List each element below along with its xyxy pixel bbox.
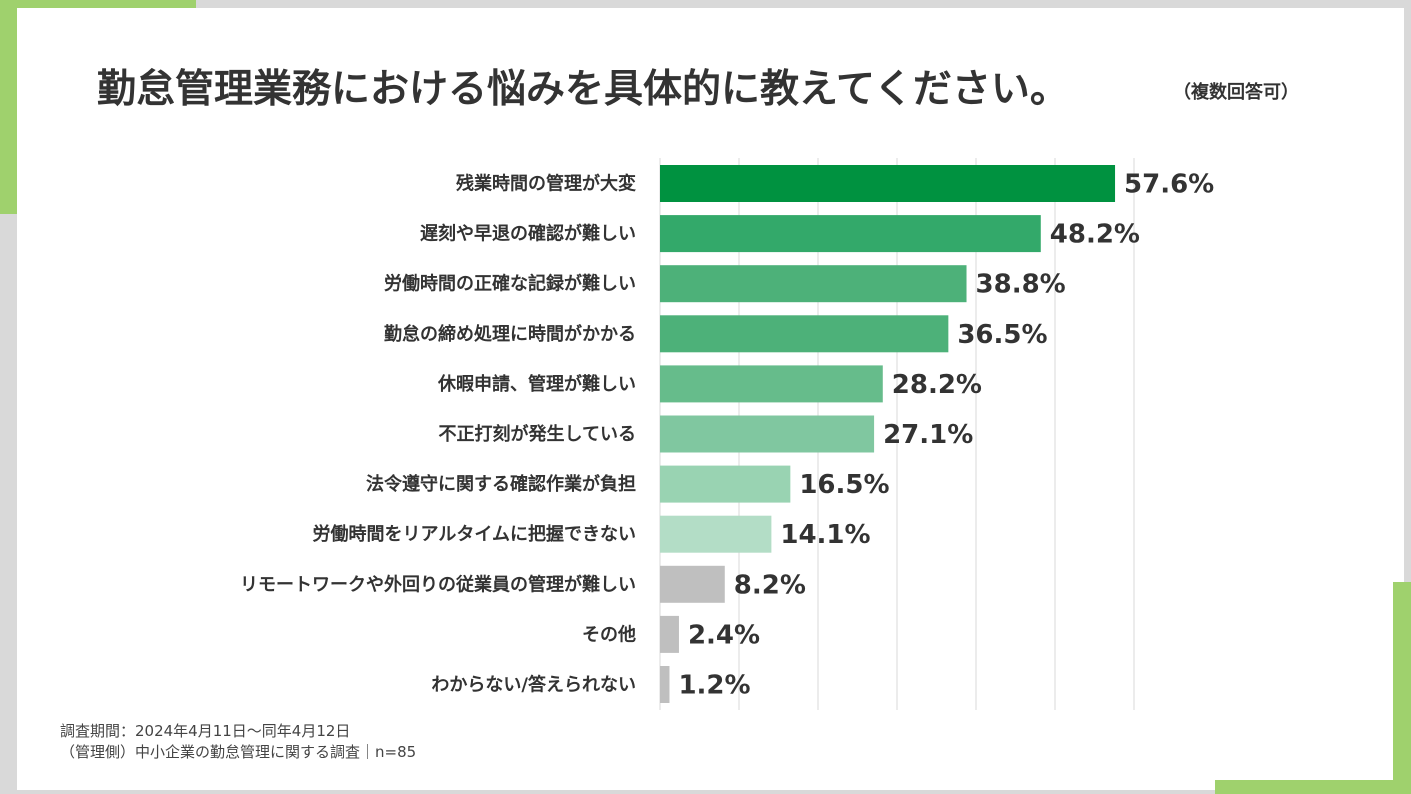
accent-bar-top-left-vertical [0, 0, 18, 214]
bar-3 [660, 265, 967, 303]
value-label-11: 1.2% [678, 671, 750, 701]
bar-8 [660, 515, 772, 553]
category-label-10: その他 [582, 623, 636, 645]
value-label-3: 38.8% [976, 270, 1066, 300]
value-label-2: 48.2% [1050, 220, 1140, 250]
category-label-6: 不正打刻が発生している [439, 423, 636, 445]
footnote-survey-name: （管理側）中小企業の勤怠管理に関する調査｜n=85 [60, 743, 417, 761]
category-label-4: 勤怠の締め処理に時間がかかる [384, 323, 636, 345]
bar-7 [660, 465, 791, 503]
category-label-2: 遅刻や早退の確認が難しい [420, 223, 636, 245]
bar-4 [660, 315, 949, 353]
value-label-6: 27.1% [883, 420, 973, 450]
value-label-4: 36.5% [957, 320, 1047, 350]
bar-5 [660, 365, 883, 403]
bar-10 [660, 615, 679, 653]
chart-category-labels: 残業時間の管理が大変遅刻や早退の確認が難しい労働時間の正確な記録が難しい勤怠の締… [240, 173, 636, 696]
value-label-8: 14.1% [780, 520, 870, 550]
value-label-9: 8.2% [734, 570, 806, 600]
chart-bars [660, 165, 1116, 703]
value-label-10: 2.4% [688, 620, 760, 650]
accent-bar-top-left-horizontal [0, 0, 196, 8]
bar-2 [660, 215, 1041, 253]
value-label-7: 16.5% [799, 470, 889, 500]
page-subtitle: （複数回答可） [1173, 82, 1299, 103]
footnote-survey-period: 調査期間：2024年4月11日～同年4月12日 [60, 722, 351, 740]
value-label-1: 57.6% [1124, 170, 1214, 200]
accent-bar-bottom-right-horizontal [1215, 780, 1411, 794]
bar-11 [660, 666, 670, 703]
bar-9 [660, 565, 725, 603]
bar-6 [660, 415, 875, 453]
chart-value-labels: 57.6% 48.2% 38.8% 36.5% 28.2% 27.1% 16.5% 14.1%… [678, 170, 1214, 701]
category-label-7: 法令遵守に関する確認作業が負担 [366, 473, 636, 495]
page-title: 勤怠管理業務における悩みを具体的に教えてください。 [97, 67, 1069, 112]
category-label-1: 残業時間の管理が大変 [456, 173, 636, 195]
category-label-8: 労働時間をリアルタイムに把握できない [313, 523, 636, 545]
bar-1 [660, 165, 1116, 202]
category-label-9: リモートワークや外回りの従業員の管理が難しい [240, 573, 636, 595]
category-label-11: わからない/答えられない [431, 674, 636, 696]
accent-bar-bottom-right-vertical [1393, 582, 1411, 794]
category-label-5: 休暇申請、管理が難しい [437, 373, 636, 395]
category-label-3: 労働時間の正確な記録が難しい [384, 273, 636, 295]
value-label-5: 28.2% [892, 370, 982, 400]
